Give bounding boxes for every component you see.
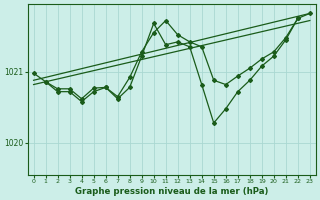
X-axis label: Graphe pression niveau de la mer (hPa): Graphe pression niveau de la mer (hPa) [75,187,268,196]
